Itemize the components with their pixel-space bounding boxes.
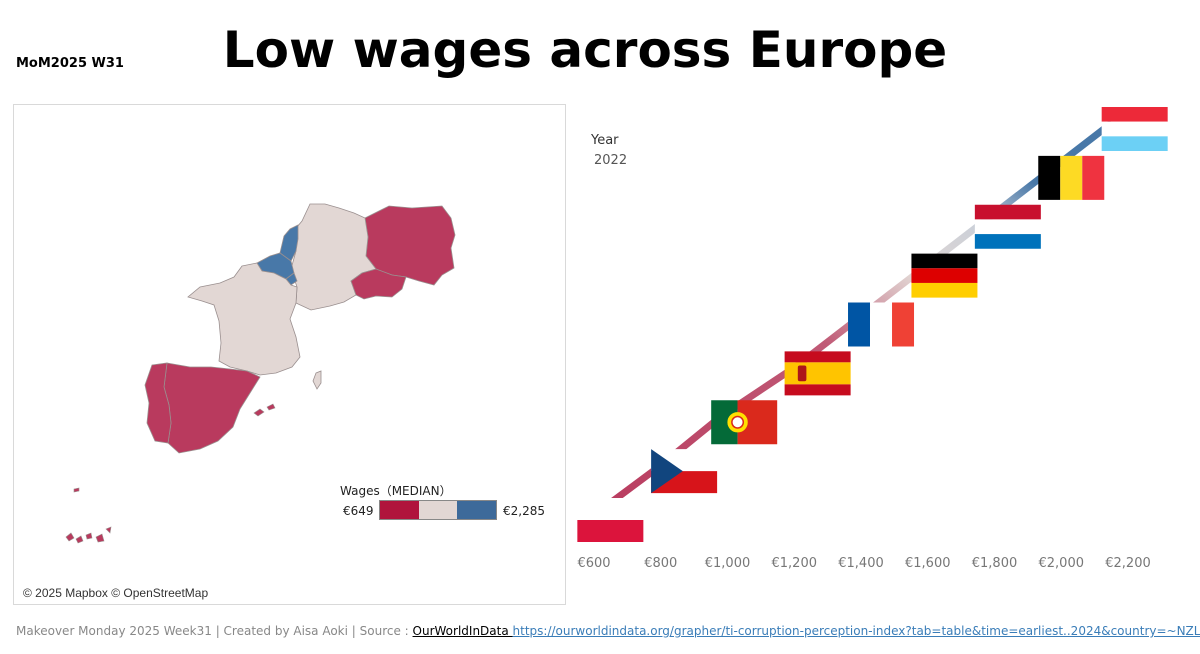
legend-mid-swatch	[418, 501, 458, 519]
map-attribution[interactable]: © 2025 Mapbox © OpenStreetMap	[20, 585, 212, 601]
source-link[interactable]: OurWorldInData	[412, 624, 513, 638]
legend-color-scale	[379, 500, 497, 520]
x-tick-label: €2,000	[1038, 556, 1085, 571]
year-filter-value[interactable]: 2022	[594, 153, 628, 168]
x-tick-label: €2,200	[1105, 556, 1151, 571]
flag-mark-germany[interactable]	[911, 253, 978, 298]
map-region-netherlands[interactable]	[279, 224, 299, 262]
flag-mark-czechia[interactable]	[651, 449, 718, 494]
page-title: Low wages across Europe	[222, 21, 948, 79]
x-tick-label: €1,800	[971, 556, 1018, 571]
flag-mark-luxembourg[interactable]	[1101, 107, 1168, 151]
flag-mark-poland[interactable]	[577, 498, 644, 542]
map-region-portugal[interactable]	[144, 362, 172, 444]
flag-mark-portugal[interactable]	[711, 400, 778, 445]
flag-mark-netherlands[interactable]	[974, 204, 1041, 249]
makeover-monday-tag: MoM2025 W31	[16, 56, 124, 71]
footer-credit: Makeover Monday 2025 Week31 | Created by…	[16, 624, 413, 638]
legend-low-swatch	[380, 501, 419, 519]
source-url-link[interactable]: https://ourworldindata.org/grapher/ti-co…	[512, 624, 1200, 638]
map-region-france[interactable]	[187, 262, 301, 376]
x-tick-label: €1,600	[905, 556, 951, 571]
x-tick-label: €800	[644, 556, 678, 571]
map-region-spain[interactable]	[163, 362, 261, 454]
year-filter-label: Year	[591, 133, 619, 148]
europe-map[interactable]	[14, 105, 567, 606]
x-tick-label: €1,000	[704, 556, 751, 571]
legend-high-swatch	[457, 501, 497, 519]
map-region-czechia[interactable]	[350, 268, 407, 300]
legend-max-label: €2,285	[503, 504, 545, 518]
legend-title: Wages（MEDIAN）	[340, 484, 452, 498]
map-region-balearics[interactable]	[253, 403, 276, 417]
wage-line-chart[interactable]	[570, 100, 1190, 550]
europe-map-panel[interactable]: Wages（MEDIAN） €649 €2,285 © 2025 Mapbox …	[13, 104, 566, 605]
flag-mark-spain[interactable]	[784, 351, 851, 396]
x-tick-label: €1,200	[771, 556, 818, 571]
map-region-canary-islands[interactable]	[65, 526, 112, 544]
x-tick-label: €1,400	[838, 556, 884, 571]
legend-min-label: €649	[343, 504, 374, 518]
map-region-corsica[interactable]	[312, 370, 322, 390]
x-tick-label: €600	[577, 556, 611, 571]
flag-mark-belgium[interactable]	[1038, 155, 1105, 200]
map-region-madeira[interactable]	[73, 487, 80, 493]
flag-mark-france[interactable]	[848, 302, 915, 347]
footer: Makeover Monday 2025 Week31 | Created by…	[16, 624, 1200, 638]
